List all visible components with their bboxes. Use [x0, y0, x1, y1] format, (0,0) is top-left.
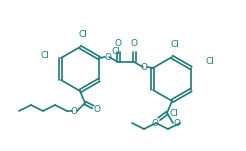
Text: O: O: [130, 39, 138, 48]
Text: Cl: Cl: [169, 109, 178, 118]
Text: O: O: [140, 63, 147, 72]
Text: Cl: Cl: [205, 58, 214, 66]
Text: O: O: [152, 119, 158, 127]
Text: O: O: [71, 106, 77, 116]
Text: Cl: Cl: [111, 47, 120, 56]
Text: Cl: Cl: [40, 51, 49, 61]
Text: Cl: Cl: [170, 40, 179, 49]
Text: O: O: [173, 119, 181, 127]
Text: Cl: Cl: [78, 30, 87, 39]
Text: O: O: [105, 53, 111, 61]
Text: O: O: [93, 104, 101, 114]
Text: O: O: [114, 39, 122, 48]
